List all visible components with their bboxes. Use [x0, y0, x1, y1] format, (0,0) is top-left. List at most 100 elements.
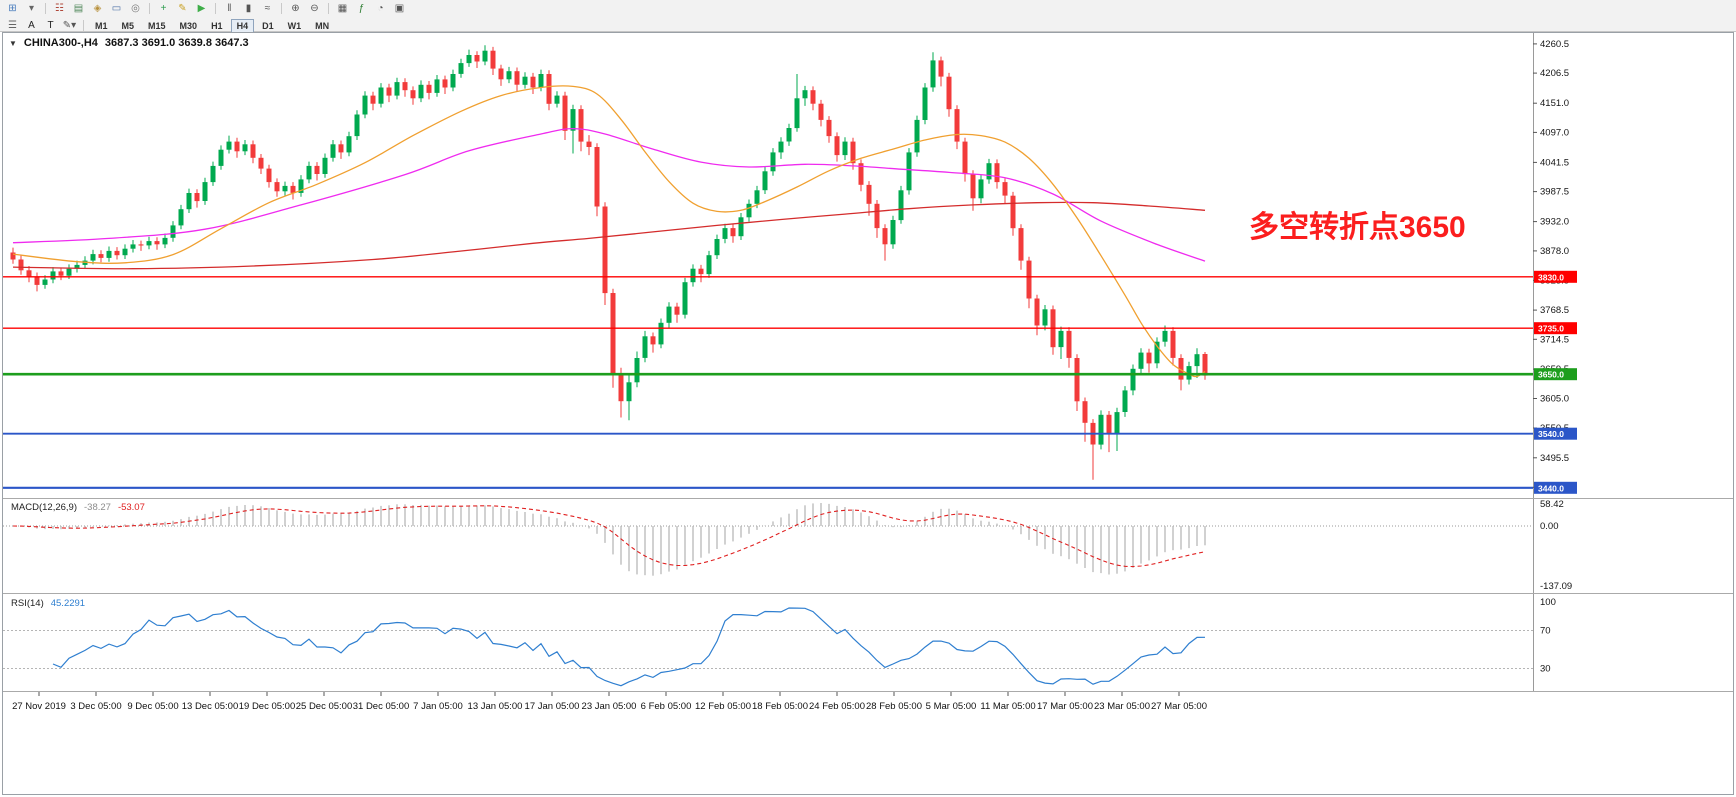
objects-dropdown-icon[interactable]: ✎▾ [62, 20, 77, 31]
autotrading-icon[interactable]: ▶ [197, 3, 206, 14]
time-axis-label: 7 Jan 05:00 [413, 701, 463, 712]
time-axis-label: 27 Nov 2019 [12, 701, 66, 712]
chart-line-icon[interactable]: ≈ [264, 3, 271, 14]
rsi-panel: 100 70 30 RSI(14) 45.2291 [3, 597, 1556, 687]
time-axis-label: 3 Dec 05:00 [70, 701, 121, 712]
price-axis-label: 4097.0 [1540, 127, 1569, 138]
symbol-dropdown-icon[interactable]: ▼ [9, 39, 17, 48]
time-axis-label: 31 Dec 05:00 [353, 701, 410, 712]
ohlc-values: 3687.3 3691.0 3639.8 3647.3 [104, 37, 249, 49]
annotation-layer: 多空转折点3650 [1249, 211, 1466, 244]
time-axis-label: 6 Feb 05:00 [641, 701, 692, 712]
indicators-icon[interactable]: ƒ [358, 3, 365, 14]
new-order-icon[interactable]: + [160, 3, 167, 14]
navigator-icon[interactable]: ◈ [93, 3, 102, 14]
toolbar-separator [83, 20, 84, 31]
toolbar-row-standard: ⊞ ▾ ☷ ▤ ◈ ▭ ◎ + ✎ ▶ ‖ ▮ ≈ ⊕ ⊖ ▦ ƒ ◔ ▣ [0, 0, 1736, 17]
periods-dropdown-icon[interactable]: ◔ [377, 3, 384, 14]
time-axis-label: 18 Feb 05:00 [752, 701, 808, 712]
price-badge-3650.0: 3650.0 [1538, 370, 1564, 380]
price-axis: 4260.5 4206.5 4151.0 4097.0 4041.5 3987.5 3932… [1533, 33, 1569, 691]
data-window-icon[interactable]: ▤ [73, 3, 84, 14]
timeframe-h1[interactable]: H1 [211, 20, 223, 31]
market-watch-icon[interactable]: ☷ [55, 3, 64, 14]
toolbar-separator [281, 3, 282, 14]
time-axis-label: 19 Dec 05:00 [239, 701, 296, 712]
time-axis-label: 23 Mar 05:00 [1094, 701, 1150, 712]
time-axis-label: 9 Dec 05:00 [127, 701, 178, 712]
timeframe-m30[interactable]: M30 [179, 20, 198, 31]
toolbar-row-timeframes: ☰ A T ✎▾ M1 M5 M15 M30 H1 H4 D1 W1 MN [0, 17, 1736, 34]
time-axis-label: 13 Dec 05:00 [182, 701, 239, 712]
tile-windows-icon[interactable]: ▦ [337, 3, 348, 14]
timeframe-m1[interactable]: M1 [95, 20, 108, 31]
price-axis-label: 4260.5 [1540, 39, 1569, 50]
new-chart-icon[interactable]: ⊞ [8, 3, 17, 14]
zoom-in-icon[interactable]: ⊕ [291, 3, 300, 14]
price-axis-label: 3987.5 [1540, 187, 1569, 198]
text-tool[interactable]: A [28, 20, 35, 31]
rsi-header: RSI(14) 45.2291 [11, 598, 85, 609]
price-axis-label: 4041.5 [1540, 157, 1569, 168]
macd-axis-label: -137.09 [1540, 581, 1572, 592]
price-badge-3540.0: 3540.0 [1538, 429, 1564, 439]
symbol-period-label: CHINA300-,H4 [23, 37, 98, 49]
price-line-badges: 3830.0 3735.0 3650.0 3540.0 3440.0 [1534, 270, 1577, 494]
timeframe-m5[interactable]: M5 [121, 20, 135, 31]
price-axis-label: 3932.0 [1540, 217, 1569, 228]
toolbar-separator [215, 3, 216, 14]
metaeditor-icon[interactable]: ✎ [178, 3, 187, 14]
timeframe-d1[interactable]: D1 [262, 20, 274, 31]
toolbar-separator [149, 3, 150, 14]
rsi-axis-label: 30 [1540, 664, 1551, 675]
rsi-axis-label: 70 [1540, 626, 1551, 637]
macd-axis-label: 0.00 [1540, 521, 1559, 532]
price-chart-canvas[interactable]: 4260.5 4206.5 4151.0 4097.0 4041.5 3987.5 3932… [3, 33, 1733, 717]
chart-candlesticks-icon[interactable]: ▮ [245, 3, 252, 14]
macd-axis-label: 58.42 [1540, 499, 1564, 510]
timeframe-mn[interactable]: MN [315, 20, 330, 31]
chart-window: 4260.5 4206.5 4151.0 4097.0 4041.5 3987.5 3932… [2, 32, 1734, 795]
text-label-tool[interactable]: T [47, 20, 54, 31]
time-axis-label: 12 Feb 05:00 [695, 701, 751, 712]
time-axis-label: 17 Jan 05:00 [525, 701, 580, 712]
profiles-dropdown-icon[interactable]: ▾ [28, 3, 35, 14]
toolbar-separator [45, 3, 46, 14]
rsi-axis-label: 100 [1540, 597, 1556, 608]
chart-bars-icon[interactable]: ‖ [227, 3, 232, 14]
zoom-out-icon[interactable]: ⊖ [310, 3, 319, 14]
timeframe-m15[interactable]: M15 [148, 20, 166, 31]
price-axis-label: 4151.0 [1540, 98, 1569, 109]
ma-slow [12, 201, 1206, 270]
moving-averages [12, 85, 1206, 378]
price-axis-label: 3878.0 [1540, 246, 1569, 257]
templates-dropdown-icon[interactable]: ▣ [394, 3, 405, 14]
time-axis-label: 27 Mar 05:00 [1151, 701, 1207, 712]
time-axis-label: 17 Mar 05:00 [1037, 701, 1093, 712]
candlestick-series [10, 45, 1208, 480]
price-badge-3830.0: 3830.0 [1538, 272, 1564, 282]
price-badge-3440.0: 3440.0 [1538, 483, 1564, 493]
toolbar: ⊞ ▾ ☷ ▤ ◈ ▭ ◎ + ✎ ▶ ‖ ▮ ≈ ⊕ ⊖ ▦ ƒ ◔ ▣ ☰ A T ✎▾ M1 M5 M15 M30 H1 H4 D… [0, 0, 1736, 34]
time-axis-label: 28 Feb 05:00 [866, 701, 922, 712]
price-badge-3735.0: 3735.0 [1538, 324, 1564, 334]
macd-header: MACD(12,26,9) -38.27 -53.07 [11, 502, 145, 513]
chart-title: ▼ CHINA300-,H4 3687.3 3691.0 3639.8 3647… [9, 37, 249, 49]
price-axis-label: 4206.5 [1540, 68, 1569, 79]
terminal-icon[interactable]: ▭ [111, 3, 122, 14]
strategy-tester-icon[interactable]: ◎ [131, 3, 140, 14]
ma-fast [12, 85, 1206, 378]
timeframe-h4[interactable]: H4 [230, 18, 255, 33]
price-axis-label: 3768.5 [1540, 305, 1569, 316]
price-axis-label: 3495.5 [1540, 453, 1569, 464]
time-axis-label: 23 Jan 05:00 [582, 701, 637, 712]
pane-separators [3, 498, 1733, 692]
time-axis: 27 Nov 2019 3 Dec 05:00 9 Dec 05:00 13 Dec … [12, 692, 1207, 712]
timeframe-w1[interactable]: W1 [287, 20, 302, 31]
toolbar-separator [328, 3, 329, 14]
ma-medium [12, 127, 1206, 262]
time-axis-label: 11 Mar 05:00 [980, 701, 1035, 712]
time-axis-label: 5 Mar 05:00 [926, 701, 977, 712]
time-axis-label: 24 Feb 05:00 [809, 701, 865, 712]
toolbar-grip-icon[interactable]: ☰ [8, 20, 17, 31]
